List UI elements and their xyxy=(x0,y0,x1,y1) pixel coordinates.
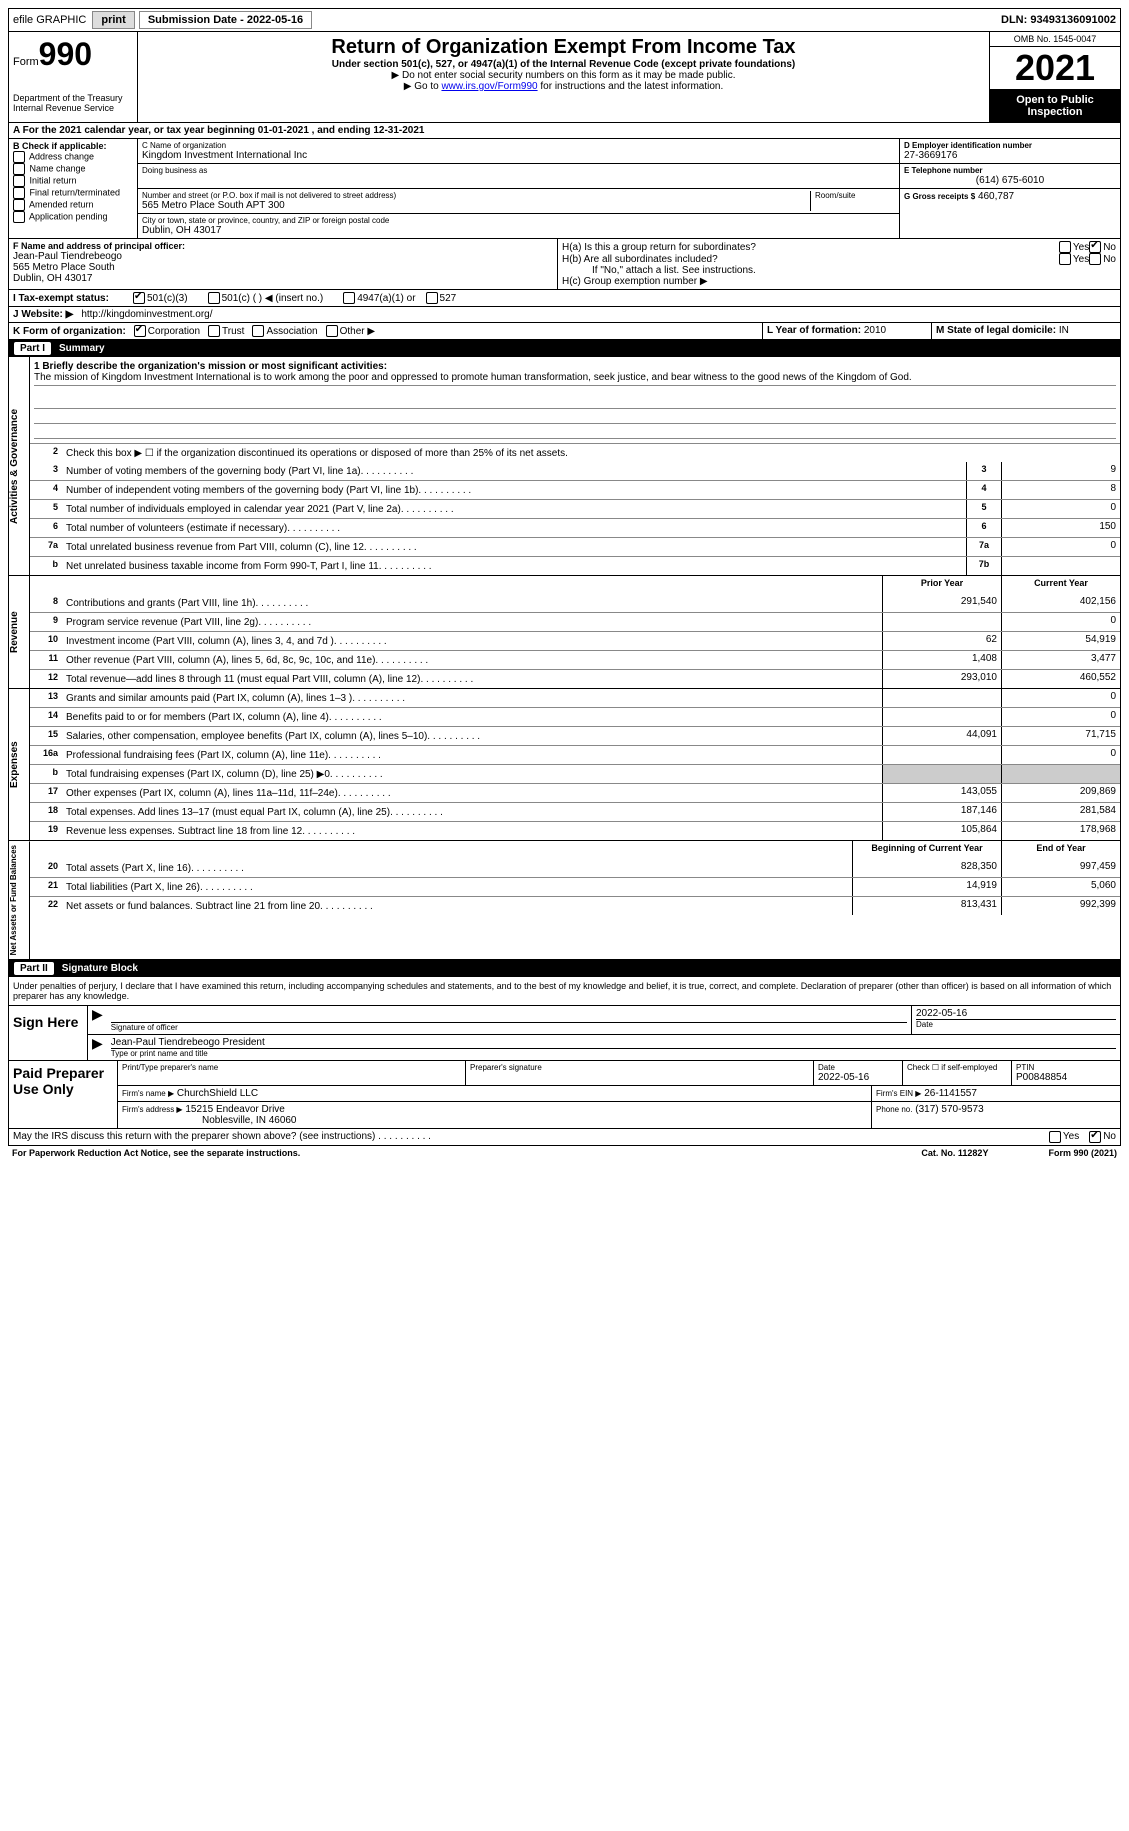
part2-header: Part II Signature Block xyxy=(8,960,1121,977)
table-row: 3Number of voting members of the governi… xyxy=(30,462,1120,480)
form-note1: ▶ Do not enter social security numbers o… xyxy=(142,70,985,81)
irs-discuss-row: May the IRS discuss this return with the… xyxy=(8,1129,1121,1146)
open-inspection: Open to Public Inspection xyxy=(990,90,1120,122)
discuss-no-checkbox[interactable] xyxy=(1089,1131,1101,1143)
box-h: H(a) Is this a group return for subordin… xyxy=(558,239,1120,289)
sign-here-block: Sign Here ▶ Signature of officer 2022-05… xyxy=(8,1006,1121,1061)
tax-year: 2021 xyxy=(990,47,1120,90)
dept-label: Department of the Treasury Internal Reve… xyxy=(13,93,133,113)
ptin: P00848854 xyxy=(1016,1072,1116,1083)
side-expenses: Expenses xyxy=(9,689,30,840)
form-title: Return of Organization Exempt From Incom… xyxy=(142,36,985,59)
year-formation: 2010 xyxy=(864,325,886,336)
hb-yes-checkbox[interactable] xyxy=(1059,253,1071,265)
revenue-table: Revenue Prior Year Current Year 8Contrib… xyxy=(8,576,1121,689)
table-row: 4Number of independent voting members of… xyxy=(30,480,1120,499)
footer: For Paperwork Reduction Act Notice, see … xyxy=(8,1146,1121,1160)
box-c: C Name of organization Kingdom Investmen… xyxy=(138,139,900,238)
table-row: 18Total expenses. Add lines 13–17 (must … xyxy=(30,802,1120,821)
table-row: bNet unrelated business taxable income f… xyxy=(30,556,1120,575)
row-i-tax-status: I Tax-exempt status: 501(c)(3) 501(c) ( … xyxy=(8,290,1121,307)
section-bcd: B Check if applicable: Address change Na… xyxy=(8,139,1121,239)
table-row: 9Program service revenue (Part VIII, lin… xyxy=(30,612,1120,631)
gross-receipts: 460,787 xyxy=(978,191,1014,202)
table-row: 15Salaries, other compensation, employee… xyxy=(30,726,1120,745)
row-klm: K Form of organization: Corporation Trus… xyxy=(8,323,1121,340)
table-row: 13Grants and similar amounts paid (Part … xyxy=(30,689,1120,707)
table-row: 10Investment income (Part VIII, column (… xyxy=(30,631,1120,650)
officer-name-title: Jean-Paul Tiendrebeogo President xyxy=(111,1037,1116,1048)
side-revenue: Revenue xyxy=(9,576,30,688)
row-j-website: J Website: ▶ http://kingdominvestment.or… xyxy=(8,307,1121,323)
table-row: 8Contributions and grants (Part VIII, li… xyxy=(30,594,1120,612)
org-city: Dublin, OH 43017 xyxy=(142,225,895,236)
form-number: Form990 xyxy=(13,36,133,73)
box-f: F Name and address of principal officer:… xyxy=(9,239,558,289)
arrow-icon: ▶ xyxy=(88,1035,107,1060)
telephone: (614) 675-6010 xyxy=(904,175,1116,186)
website-url: http://kingdominvestment.org/ xyxy=(81,309,212,320)
table-row: 5Total number of individuals employed in… xyxy=(30,499,1120,518)
table-row: 22Net assets or fund balances. Subtract … xyxy=(30,896,1120,915)
firm-phone: (317) 570-9573 xyxy=(915,1104,983,1115)
section-fh: F Name and address of principal officer:… xyxy=(8,239,1121,290)
topbar: efile GRAPHIC print Submission Date - 20… xyxy=(8,8,1121,32)
org-address: 565 Metro Place South APT 300 xyxy=(142,200,810,211)
state-domicile: IN xyxy=(1059,325,1069,336)
ha-no-checkbox[interactable] xyxy=(1089,241,1101,253)
submission-date: Submission Date - 2022-05-16 xyxy=(139,11,312,29)
part1-header: Part I Summary xyxy=(8,340,1121,357)
arrow-icon: ▶ xyxy=(88,1006,107,1034)
dln-label: DLN: 93493136091002 xyxy=(997,14,1120,26)
form-header: Form990 Department of the Treasury Inter… xyxy=(8,32,1121,123)
table-row: 11Other revenue (Part VIII, column (A), … xyxy=(30,650,1120,669)
ein-value: 27-3669176 xyxy=(904,150,1116,161)
table-row: 16aProfessional fundraising fees (Part I… xyxy=(30,745,1120,764)
table-row: 14Benefits paid to or for members (Part … xyxy=(30,707,1120,726)
table-row: 7aTotal unrelated business revenue from … xyxy=(30,537,1120,556)
declaration: Under penalties of perjury, I declare th… xyxy=(8,977,1121,1006)
side-netassets: Net Assets or Fund Balances xyxy=(9,841,30,959)
officer-name: Jean-Paul Tiendrebeogo xyxy=(13,251,553,262)
part1-table: Activities & Governance 1 Briefly descri… xyxy=(8,357,1121,576)
hb-no-checkbox[interactable] xyxy=(1089,253,1101,265)
box-de: D Employer identification number 27-3669… xyxy=(900,139,1120,238)
corporation-checkbox[interactable] xyxy=(134,325,146,337)
side-activities: Activities & Governance xyxy=(9,357,30,575)
row-a-calendar-year: A For the 2021 calendar year, or tax yea… xyxy=(8,123,1121,139)
org-name: Kingdom Investment International Inc xyxy=(142,150,895,161)
paid-preparer-block: Paid Preparer Use Only Print/Type prepar… xyxy=(8,1061,1121,1129)
table-row: 6Total number of volunteers (estimate if… xyxy=(30,518,1120,537)
sign-date: 2022-05-16 xyxy=(916,1008,1116,1019)
firm-name: ChurchShield LLC xyxy=(177,1088,258,1099)
table-row: 19Revenue less expenses. Subtract line 1… xyxy=(30,821,1120,840)
501c3-checkbox[interactable] xyxy=(133,292,145,304)
efile-label: efile GRAPHIC xyxy=(9,14,90,26)
omb-number: OMB No. 1545-0047 xyxy=(990,32,1120,47)
mission-text: The mission of Kingdom Investment Intern… xyxy=(34,372,1116,386)
table-row: bTotal fundraising expenses (Part IX, co… xyxy=(30,764,1120,783)
table-row: 21Total liabilities (Part X, line 26)14,… xyxy=(30,877,1120,896)
table-row: 20Total assets (Part X, line 16)828,3509… xyxy=(30,859,1120,877)
print-button[interactable]: print xyxy=(92,11,134,29)
box-b: B Check if applicable: Address change Na… xyxy=(9,139,138,238)
irs-link[interactable]: www.irs.gov/Form990 xyxy=(441,81,537,92)
table-row: 17Other expenses (Part IX, column (A), l… xyxy=(30,783,1120,802)
ha-yes-checkbox[interactable] xyxy=(1059,241,1071,253)
expenses-table: Expenses 13Grants and similar amounts pa… xyxy=(8,689,1121,841)
form-subtitle: Under section 501(c), 527, or 4947(a)(1)… xyxy=(142,59,985,70)
discuss-yes-checkbox[interactable] xyxy=(1049,1131,1061,1143)
table-row: 12Total revenue—add lines 8 through 11 (… xyxy=(30,669,1120,688)
firm-ein: 26-1141557 xyxy=(924,1088,977,1099)
form-note2: ▶ Go to www.irs.gov/Form990 for instruct… xyxy=(142,81,985,92)
netassets-table: Net Assets or Fund Balances Beginning of… xyxy=(8,841,1121,960)
